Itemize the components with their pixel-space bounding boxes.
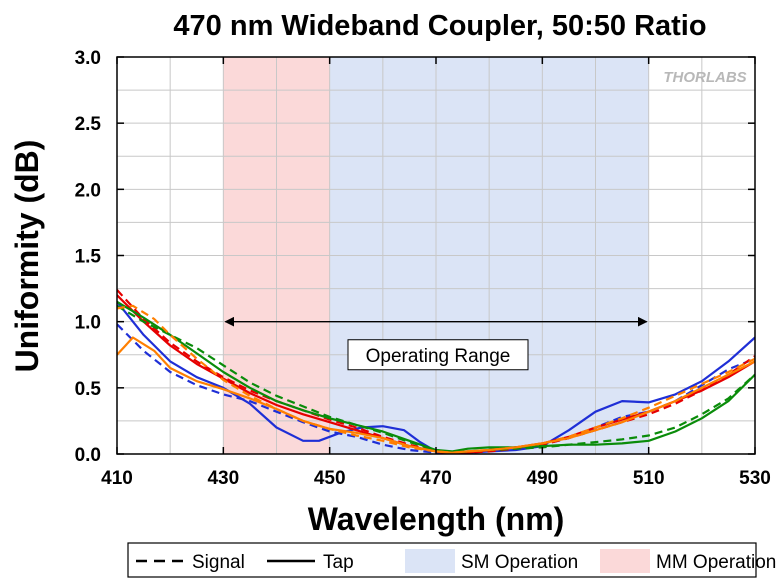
- x-tick-label: 470: [420, 468, 452, 489]
- legend-label-tap: Tap: [323, 552, 354, 573]
- y-tick-label: 1.5: [75, 247, 102, 268]
- y-tick-label: 3.0: [75, 48, 101, 69]
- legend-label-mm-operation: MM Operation: [656, 552, 776, 573]
- x-tick-label: 430: [207, 468, 239, 489]
- y-tick-label: 0.5: [75, 379, 102, 400]
- y-tick-label: 2.0: [75, 180, 101, 201]
- series-line-4: [117, 289, 755, 454]
- legend-swatch-mm-operation: [600, 549, 650, 573]
- series-line-8: [117, 304, 755, 454]
- chart-title: 470 nm Wideband Coupler, 50:50 Ratio: [173, 10, 706, 42]
- legend-label-sm-operation: SM Operation: [461, 552, 578, 573]
- legend-label-signal: Signal: [192, 552, 245, 573]
- series-line-6: [117, 304, 755, 454]
- legend-swatch-sm-operation: [405, 549, 455, 573]
- x-tick-label: 410: [101, 468, 133, 489]
- x-tick-label: 450: [314, 468, 346, 489]
- operating-range-box: [347, 339, 529, 371]
- x-tick-label: 510: [633, 468, 665, 489]
- y-tick-label: 1.0: [75, 313, 101, 334]
- y-tick-label: 0.0: [75, 445, 101, 466]
- legend: Signal Tap SM Operation MM Operation: [127, 542, 776, 578]
- x-tick-label: 490: [526, 468, 558, 489]
- y-tick-label: 2.5: [75, 114, 102, 135]
- y-axis-label: Uniformity (dB): [9, 140, 45, 373]
- operating-range-label: Operating Range: [366, 346, 511, 367]
- thorlabs-watermark: THORLABS: [663, 69, 746, 86]
- x-tick-label: 530: [739, 468, 771, 489]
- series-line-5: [117, 300, 755, 453]
- x-axis-label: Wavelength (nm): [308, 501, 565, 537]
